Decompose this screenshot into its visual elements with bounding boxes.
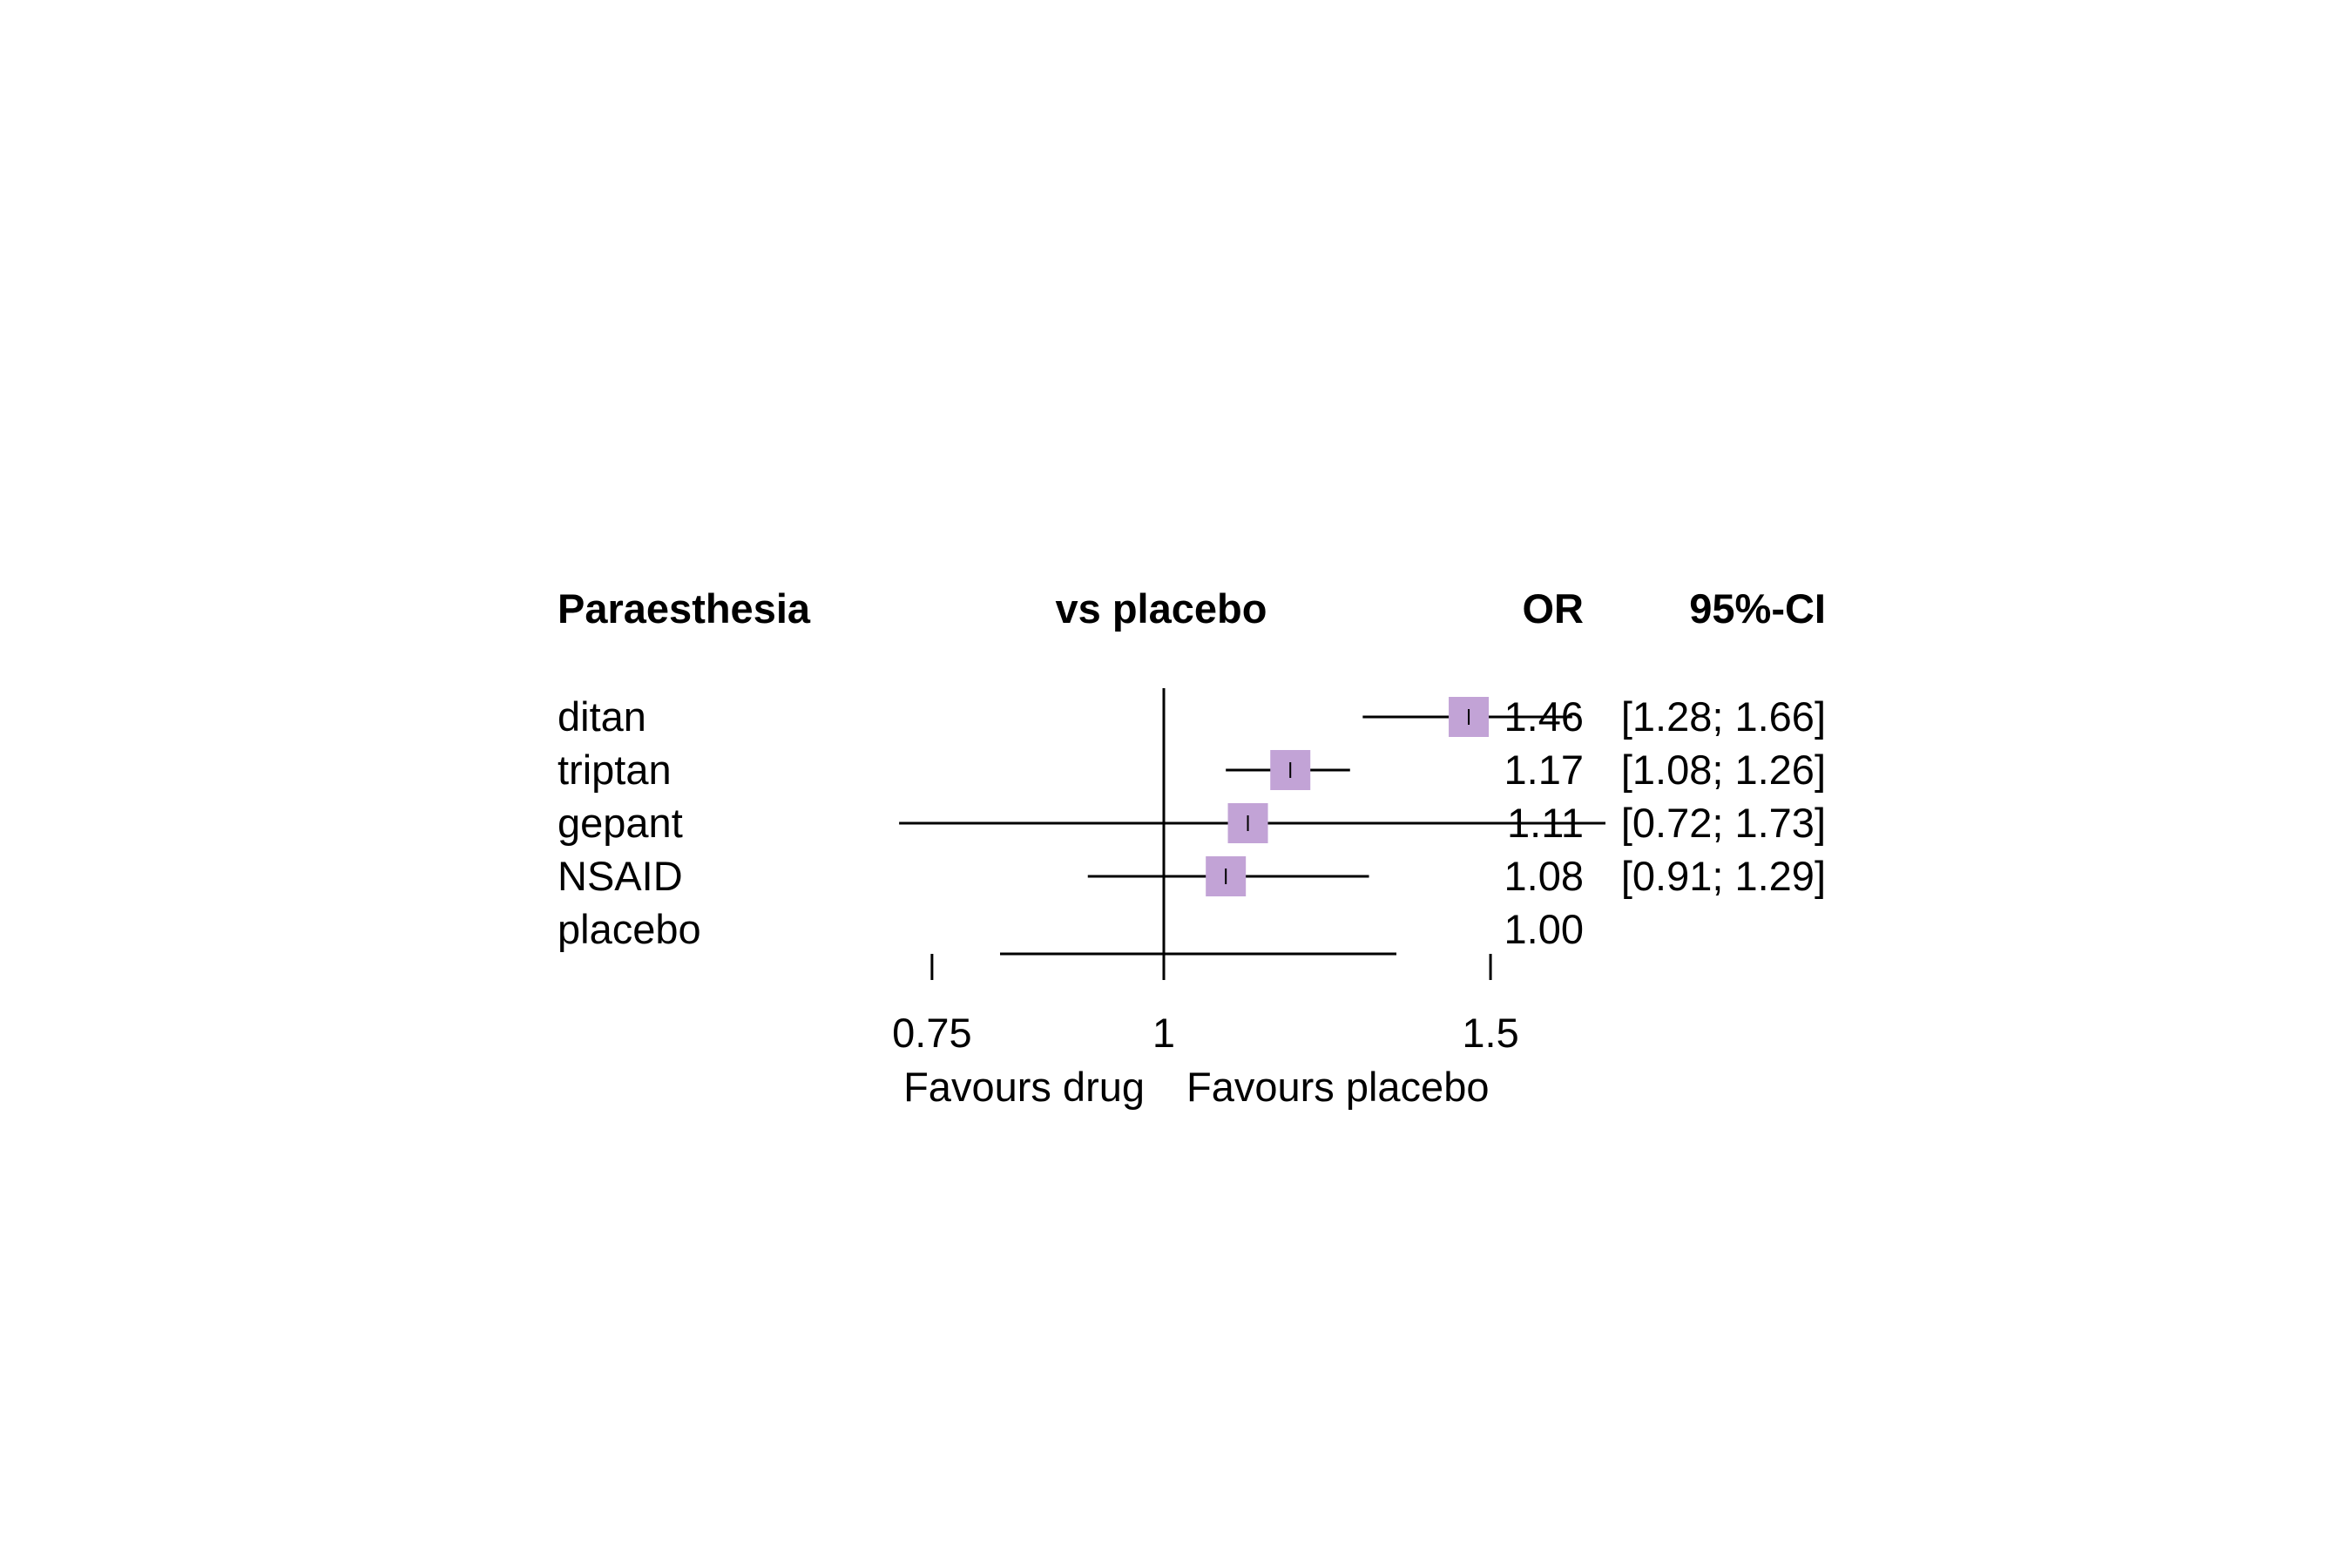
row-or-placebo: 1.00 <box>1504 906 1584 952</box>
row-ci-ditan: [1.28; 1.66] <box>1621 693 1826 740</box>
row-or-triptan: 1.17 <box>1504 747 1584 793</box>
row-label-gepant: gepant <box>558 800 683 846</box>
row-label-nsaid: NSAID <box>558 853 683 899</box>
row-ci-triptan: [1.08; 1.26] <box>1621 747 1826 793</box>
header-plot: vs placebo <box>1056 585 1267 632</box>
row-ci-gepant: [0.72; 1.73] <box>1621 800 1826 846</box>
row-ci-nsaid: [0.91; 1.29] <box>1621 853 1826 899</box>
x-tick-label: 0.75 <box>892 1010 971 1056</box>
row-label-placebo: placebo <box>558 906 701 952</box>
favours-drug-label: Favours drug <box>903 1064 1145 1110</box>
forest-rows: ditan 1.46 [1.28; 1.66]triptan 1.17 [1.08; 1… <box>558 693 1826 952</box>
row-label-ditan: ditan <box>558 693 646 740</box>
header-or: OR <box>1523 585 1585 632</box>
x-tick-label: 1 <box>1152 1010 1175 1056</box>
row-label-triptan: triptan <box>558 747 672 793</box>
x-tick-label: 1.5 <box>1462 1010 1518 1056</box>
row-or-nsaid: 1.08 <box>1504 853 1584 899</box>
favours-placebo-label: Favours placebo <box>1186 1064 1489 1110</box>
header-label: Paraesthesia <box>558 585 811 632</box>
x-axis-ticks: 0.75 1 1.5 <box>892 954 1519 1056</box>
header-ci: 95%-CI <box>1689 585 1826 632</box>
